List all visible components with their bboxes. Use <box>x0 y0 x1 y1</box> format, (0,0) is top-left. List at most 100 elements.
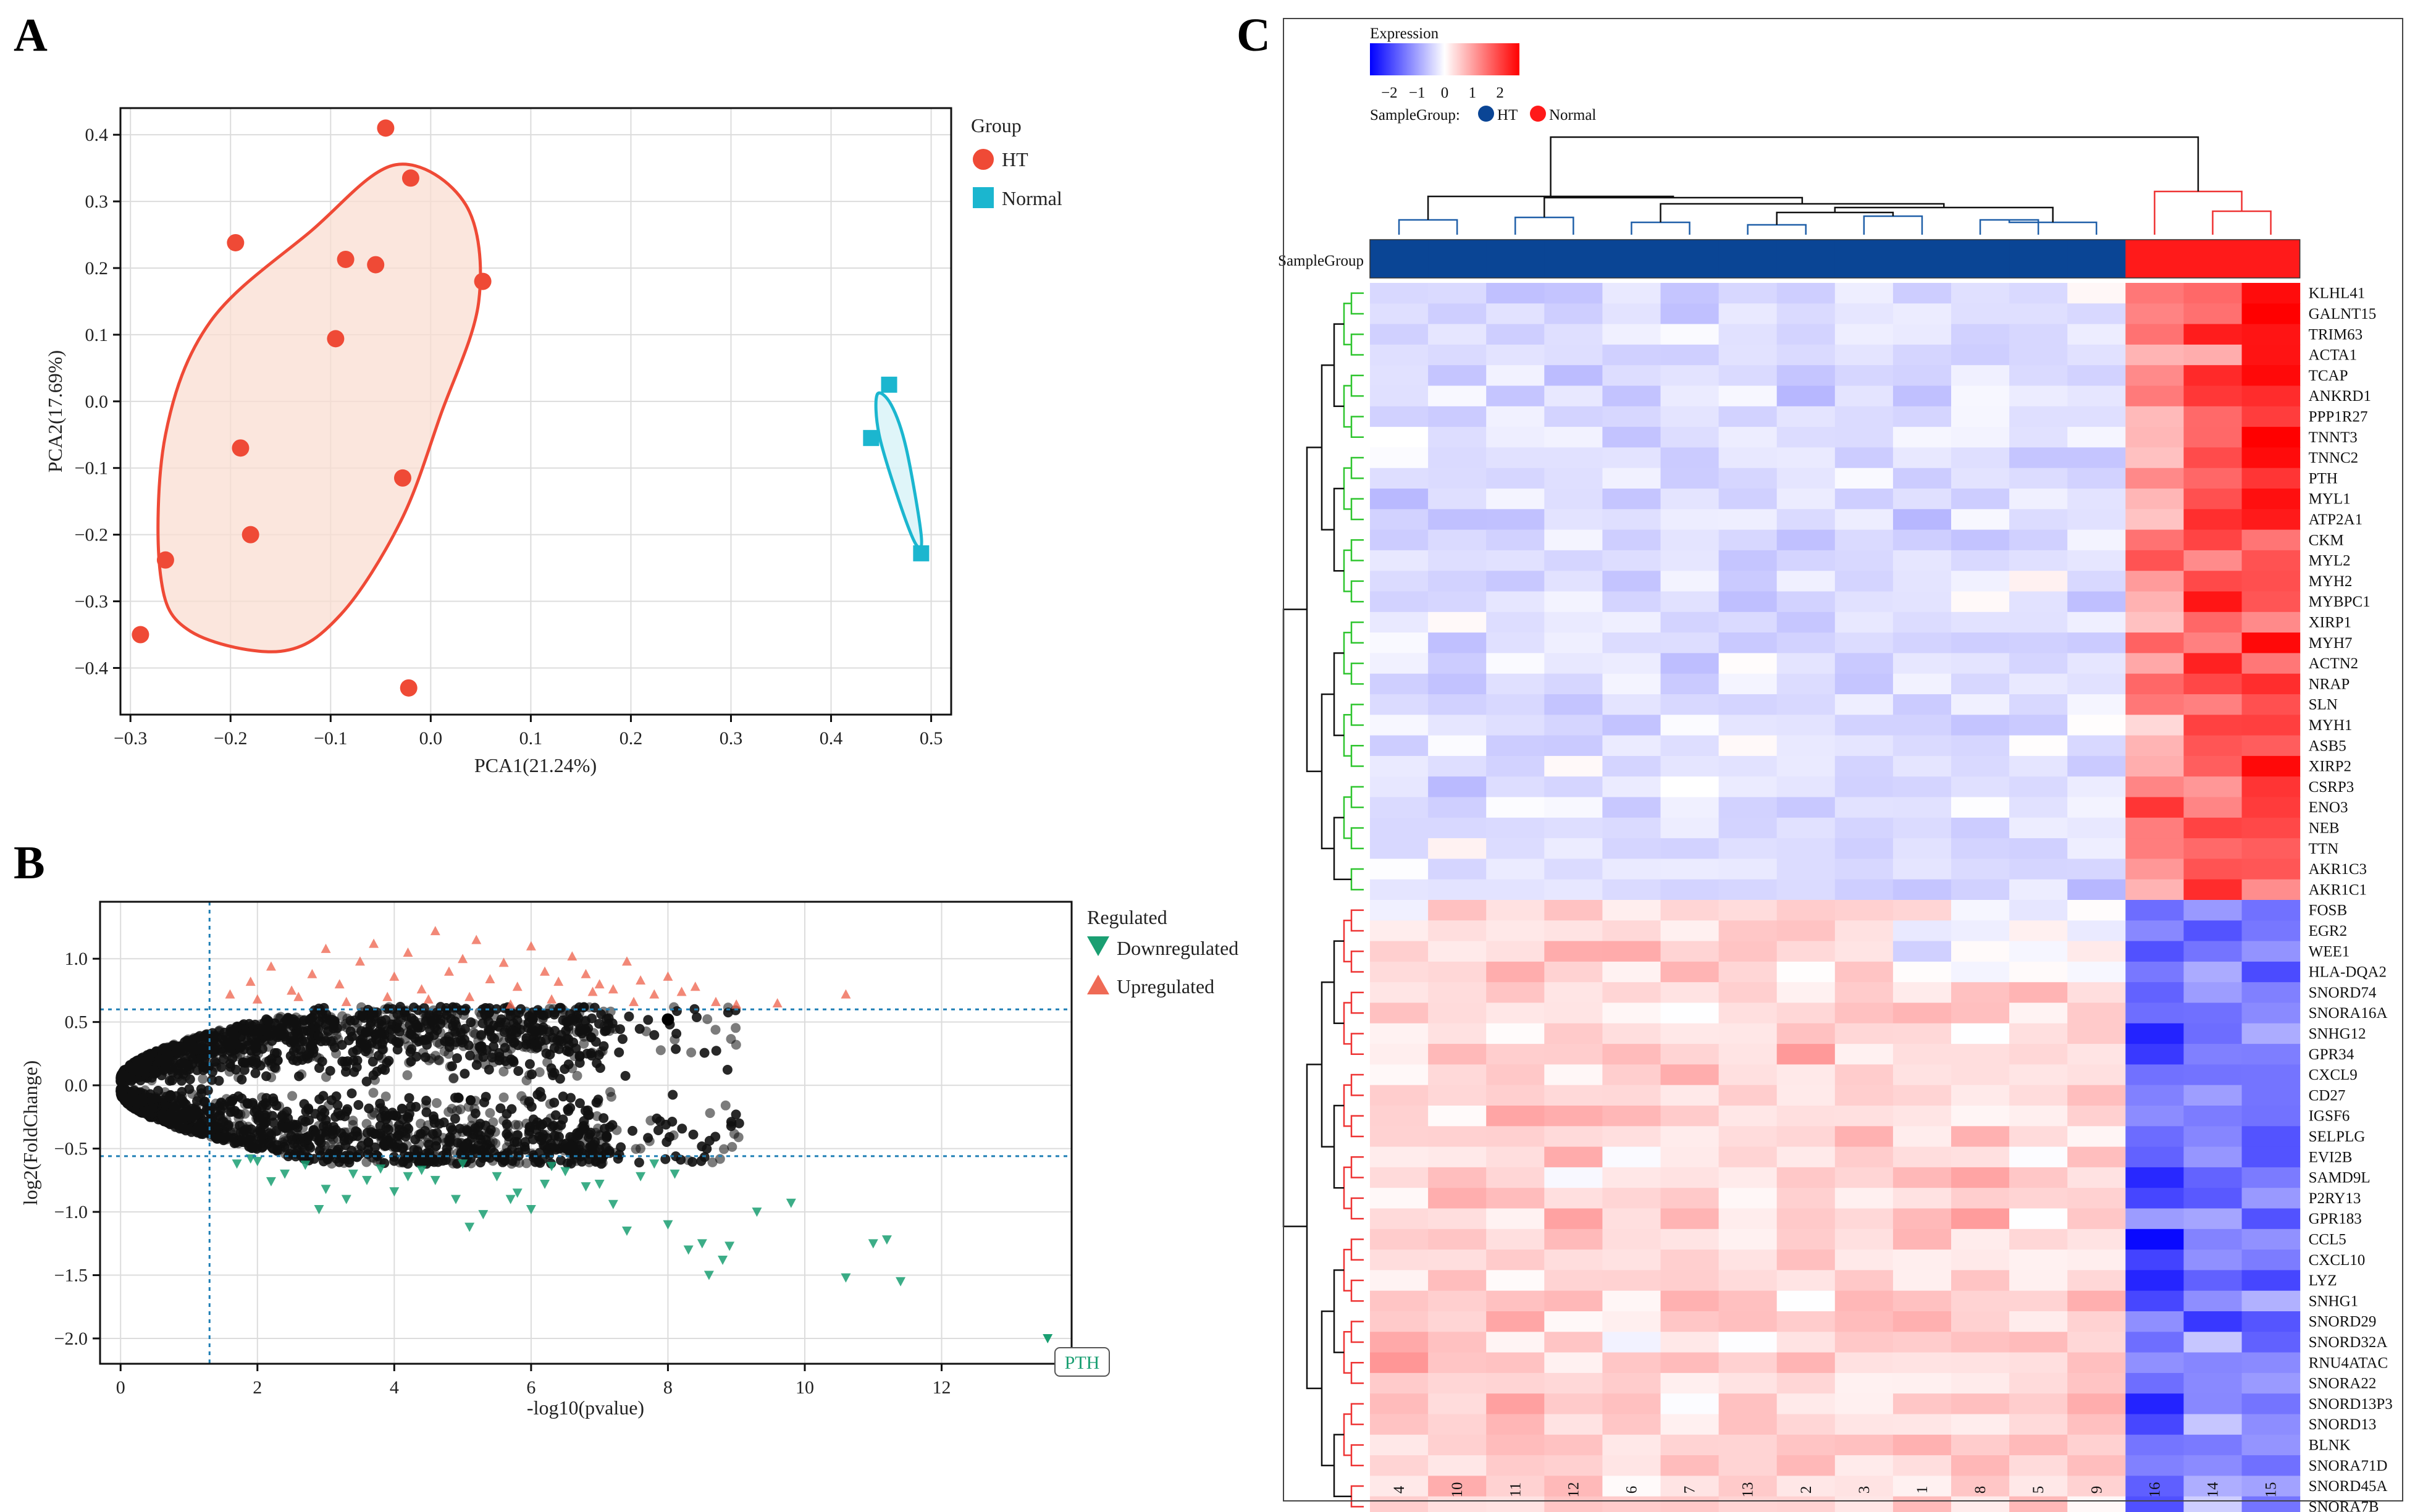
volcano-point-ns <box>455 1124 465 1134</box>
volcano-point-ns <box>498 1066 509 1077</box>
volcano-point-ns <box>662 1013 674 1026</box>
row-dendrogram-link <box>1350 827 1364 849</box>
heatmap-cell <box>1428 1208 1487 1230</box>
heatmap-cell <box>1892 344 1952 366</box>
row-dendrogram-link <box>1350 1444 1364 1466</box>
heatmap-cell <box>2183 1106 2243 1127</box>
row-dendrogram-link <box>1343 1084 1351 1127</box>
heatmap-cell <box>2009 817 2068 839</box>
heatmap-cell <box>1718 1228 1778 1250</box>
volcano-point-ns <box>182 1062 191 1072</box>
heatmap-cell <box>2067 324 2126 345</box>
volcano-point-ns <box>411 1051 422 1062</box>
heatmap-cell <box>1486 673 1545 695</box>
heatmap-cell <box>2183 1496 2243 1512</box>
heatmap-cell <box>1951 673 2010 695</box>
heatmap-cell <box>1544 694 1603 715</box>
heatmap-cell <box>1428 1414 1487 1435</box>
heatmap-row-label: GALNT15 <box>2309 306 2377 322</box>
heatmap-row-label: TCAP <box>2309 368 2348 384</box>
row-dendrogram-link <box>1350 1362 1364 1384</box>
heatmap-cell <box>1776 1496 1836 1512</box>
volcano-point-down <box>663 1220 673 1230</box>
volcano-point-up <box>355 956 365 966</box>
volcano-point-ns <box>217 1132 227 1143</box>
heatmap-cell <box>1660 344 1720 366</box>
heatmap-cell <box>1370 900 1429 921</box>
volcano-point-ns <box>563 1025 574 1036</box>
heatmap-cell <box>1892 982 1952 1004</box>
volcano-point-ns <box>203 1085 213 1096</box>
volcano-point-ns <box>662 1137 672 1147</box>
heatmap-cell <box>1834 509 1894 531</box>
heatmap-row-label: RNU4ATAC <box>2309 1354 2388 1371</box>
heatmap-cell <box>1951 653 2010 674</box>
volcano-point-ns <box>475 1157 485 1168</box>
volcano-point-up <box>629 996 639 1006</box>
heatmap-cell <box>1486 735 1545 757</box>
heatmap-cell <box>1544 406 1603 427</box>
heatmap-cell <box>1718 920 1778 942</box>
volcano-point-ns <box>197 1041 208 1052</box>
heatmap-cell <box>1544 1228 1603 1250</box>
heatmap-cell <box>1428 1311 1487 1332</box>
ht-confidence-ellipse <box>156 162 482 653</box>
row-dendrogram-link <box>1343 1002 1351 1045</box>
volcano-point-ns <box>227 1096 238 1106</box>
volcano-point-ns <box>357 1010 368 1021</box>
heatmap-cell <box>1834 982 1894 1004</box>
volcano-point-ns <box>566 1093 576 1103</box>
volcano-point-ns <box>342 1104 353 1114</box>
heatmap-cell <box>2125 632 2184 653</box>
heatmap-cell <box>1486 1064 1545 1086</box>
heatmap-cell <box>1718 715 1778 736</box>
volcano-point-ns <box>594 1050 604 1060</box>
heatmap-row-label: GPR34 <box>2309 1046 2354 1063</box>
volcano-point-ns <box>377 1064 387 1074</box>
heatmap-cell <box>2067 776 2126 798</box>
heatmap-cell <box>2067 1311 2126 1332</box>
heatmap-cell <box>1544 1290 1603 1312</box>
heatmap-row-label: SNORD29 <box>2309 1314 2377 1330</box>
volcano-point-up <box>663 971 673 981</box>
heatmap-cell <box>2009 755 2068 777</box>
volcano-point-ns <box>467 1113 477 1124</box>
heatmap-cell <box>2009 1414 2068 1435</box>
volcano-point-up <box>382 991 393 1001</box>
heatmap-cell <box>1428 797 1487 818</box>
heatmap-cell <box>1834 797 1894 818</box>
pca-point-ht <box>156 551 174 569</box>
heatmap-cell <box>1544 1332 1603 1353</box>
heatmap-cell <box>1486 489 1545 510</box>
volcano-point-ns <box>459 1142 469 1153</box>
heatmap-cell <box>1660 1044 1720 1065</box>
volcano-point-ns <box>406 1044 417 1054</box>
volcano-point-ns <box>594 1018 604 1029</box>
heatmap-cell <box>1718 468 1778 489</box>
volcano-y-tick-label: 0.5 <box>65 1012 88 1033</box>
heatmap-cell <box>1718 591 1778 613</box>
heatmap-cell <box>1951 1414 2010 1435</box>
pca-y-tick-label: −0.1 <box>75 458 108 479</box>
heatmap-cell <box>1951 550 2010 571</box>
pca-y-tick-label: 0.0 <box>85 392 109 412</box>
heatmap-cell <box>1892 1106 1952 1127</box>
heatmap-cell <box>1660 900 1720 921</box>
heatmap-cell <box>1602 529 1661 551</box>
heatmap-cell <box>2183 1085 2243 1106</box>
volcano-point-ns <box>643 1133 653 1143</box>
heatmap-cell <box>2241 941 2301 962</box>
volcano-point-up <box>690 981 700 991</box>
row-dendrogram-link <box>1350 1403 1364 1426</box>
volcano-point-ns <box>473 1054 484 1064</box>
volcano-point-ns <box>317 1112 327 1123</box>
heatmap-row-label: MYBPC1 <box>2309 594 2371 610</box>
heatmap-cell <box>2241 385 2301 407</box>
heatmap-cell <box>1834 550 1894 571</box>
volcano-point-ns <box>275 1023 286 1033</box>
volcano-point-ns <box>443 1107 454 1117</box>
heatmap-cell <box>2125 489 2184 510</box>
heatmap-cell <box>2125 1085 2184 1106</box>
heatmap-cell <box>2125 406 2184 427</box>
heatmap-cell <box>2183 1023 2243 1044</box>
